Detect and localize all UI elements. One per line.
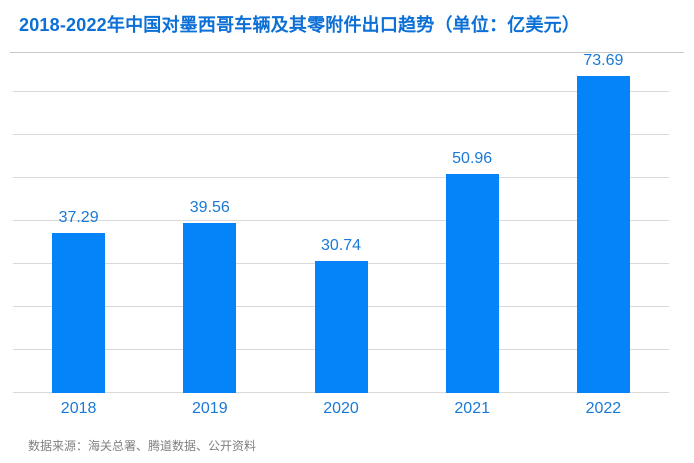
bar-value-label-2019: 39.56 bbox=[189, 198, 230, 216]
source-note: 数据来源：海关总署、腾道数据、公开资料 bbox=[28, 439, 257, 453]
bar-value-label-2018: 37.29 bbox=[58, 208, 99, 226]
gridline bbox=[13, 91, 669, 92]
gridline bbox=[13, 220, 669, 221]
x-tick-label-2021: 2021 bbox=[454, 400, 490, 417]
bar-2020 bbox=[314, 260, 368, 393]
x-tick-label-2019: 2019 bbox=[192, 400, 228, 417]
gridline bbox=[13, 134, 669, 135]
bar-value-label-2022: 73.69 bbox=[583, 52, 624, 70]
bar-2021 bbox=[445, 173, 499, 393]
plot-area: 37.29 39.56 30.74 50.96 73.69 bbox=[13, 49, 669, 393]
title-separator bbox=[10, 52, 684, 53]
x-tick-label-2020: 2020 bbox=[323, 400, 359, 417]
bar-2018 bbox=[52, 232, 106, 393]
chart-title: 2018-2022年中国对墨西哥车辆及其零附件出口趋势（单位：亿美元） bbox=[19, 15, 581, 35]
x-tick-label-2018: 2018 bbox=[60, 400, 97, 417]
bar-value-label-2021: 50.96 bbox=[452, 149, 493, 167]
bar-2019 bbox=[183, 222, 237, 393]
x-tick-label-2022: 2022 bbox=[585, 400, 622, 417]
bar-value-label-2020: 30.74 bbox=[320, 236, 362, 254]
x-axis: 2018 2019 2020 2021 2022 bbox=[13, 400, 669, 422]
gridline bbox=[13, 177, 669, 178]
bar-2022 bbox=[576, 76, 630, 393]
